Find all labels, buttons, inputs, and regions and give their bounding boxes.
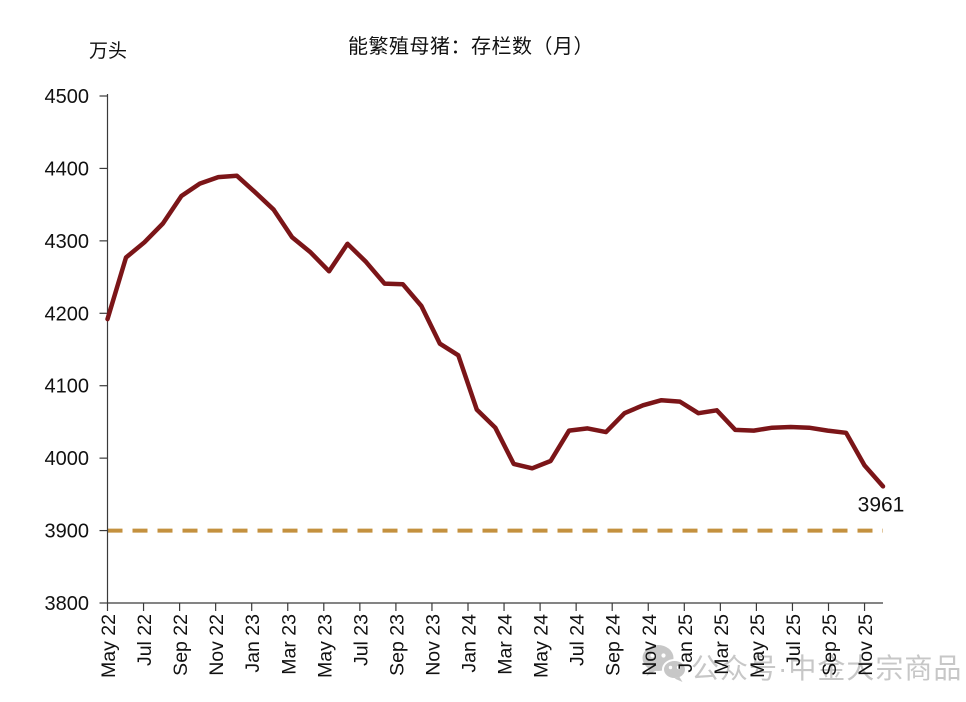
x-tick-label: Jan 23 <box>242 614 264 673</box>
x-tick-label: May 25 <box>747 614 769 678</box>
x-tick-label: Mar 25 <box>711 614 733 675</box>
y-tick-label: 4300 <box>45 231 90 253</box>
x-tick-label: Nov 23 <box>422 614 444 676</box>
x-tick-label: Jul 24 <box>567 614 589 666</box>
x-tick-label: Sep 25 <box>819 614 841 676</box>
x-tick-label: Mar 24 <box>495 614 517 675</box>
x-tick-label: Jul 23 <box>350 614 372 666</box>
last-value-label: 3961 <box>858 493 905 516</box>
x-tick-label: Nov 25 <box>855 614 877 676</box>
y-axis-ticks: 3800 3900 4000 4100 4200 4300 4400 4500 <box>45 86 108 615</box>
x-tick-label: Mar 23 <box>278 614 300 675</box>
x-tick-label: Nov 22 <box>206 614 228 676</box>
y-axis-unit-label: 万头 <box>89 41 128 62</box>
x-tick-label: Jan 25 <box>675 614 697 673</box>
y-tick-label: 4400 <box>45 158 90 180</box>
y-tick-label: 4100 <box>45 376 90 398</box>
x-tick-label: May 23 <box>314 614 336 678</box>
x-tick-label: Jan 24 <box>459 614 481 673</box>
x-tick-label: Nov 24 <box>639 614 661 676</box>
x-axis-ticks: May 22 Jul 22 Sep 22 Nov 22 Jan 23 Mar 23 May … <box>98 603 877 678</box>
series-line <box>105 173 886 489</box>
x-tick-label: Jul 25 <box>783 614 805 666</box>
chart-title: 能繁殖母猪：存栏数（月） <box>348 36 594 58</box>
y-tick-label: 4000 <box>45 448 90 470</box>
x-tick-label: May 22 <box>98 614 120 678</box>
y-tick-label: 4200 <box>45 303 90 325</box>
x-tick-label: Sep 22 <box>170 614 192 676</box>
y-tick-label: 3800 <box>45 593 90 615</box>
y-tick-label: 4500 <box>45 86 90 108</box>
axes <box>106 94 883 604</box>
wechat-icon <box>641 643 687 690</box>
x-tick-label: May 24 <box>531 614 553 678</box>
watermark: 公众号·中金大宗商品 <box>641 643 962 690</box>
x-tick-label: Jul 22 <box>134 614 156 666</box>
y-tick-label: 3900 <box>45 521 90 543</box>
x-tick-label: Sep 23 <box>386 614 408 676</box>
x-tick-label: Sep 24 <box>603 614 625 676</box>
watermark-text: 公众号·中金大宗商品 <box>691 652 963 684</box>
